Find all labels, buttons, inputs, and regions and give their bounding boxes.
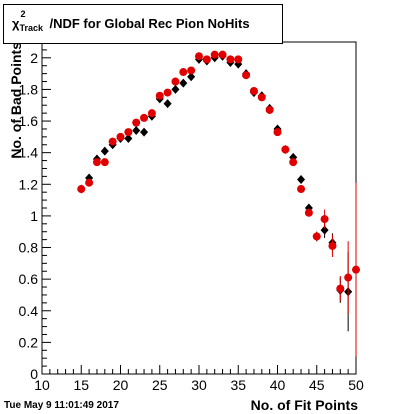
y-tick-label: 0: [30, 366, 38, 382]
data-point: [85, 178, 94, 187]
y-tick-label: 1.4: [19, 145, 39, 161]
x-tick-label: 45: [309, 377, 325, 393]
chart-title-rest: /NDF for Global Rec Pion NoHits: [49, 16, 250, 31]
axis-ticks: [41, 41, 357, 375]
data-point: [336, 284, 345, 293]
y-axis-title: No. of Bad Points: [8, 42, 24, 159]
data-point: [312, 232, 321, 241]
data-point: [281, 145, 290, 154]
x-tick-label: 50: [348, 377, 364, 393]
x-axis-title: No. of Fit Points: [251, 397, 359, 413]
data-point: [242, 71, 251, 80]
data-point: [179, 78, 188, 88]
data-point: [226, 55, 235, 64]
y-tick-label: 0.6: [19, 271, 39, 287]
y-tick-label: 0.8: [19, 240, 39, 256]
data-point: [320, 225, 329, 235]
data-point: [297, 175, 306, 185]
data-point: [132, 126, 141, 136]
tick-labels: 10 15 20 25 30 35 40 45 50 0 0.2 0.4 0.6 0.8 1 1.2 1.4 1.…: [19, 50, 364, 393]
data-point: [132, 118, 141, 127]
data-point: [163, 88, 172, 97]
data-point: [92, 158, 101, 167]
data-point: [77, 185, 86, 194]
data-point: [344, 273, 353, 282]
data-point: [171, 77, 180, 86]
data-point: [124, 133, 133, 143]
data-point: [297, 185, 306, 194]
data-point: [140, 127, 149, 137]
x-tick-label: 25: [152, 377, 168, 393]
x-tick-label: 15: [73, 377, 89, 393]
chart-title-superscript: 2: [20, 9, 26, 19]
data-point: [202, 55, 211, 64]
data-point: [108, 137, 117, 146]
y-tick-label: 1.2: [19, 176, 39, 192]
chart-title-subscript: Track: [19, 23, 44, 33]
data-point: [352, 265, 360, 274]
series-1: [77, 50, 360, 357]
x-tick-label: 30: [191, 377, 207, 393]
data-point: [124, 128, 133, 137]
data-point: [249, 87, 258, 96]
data-point: [140, 113, 149, 122]
y-tick-label: 1: [30, 208, 38, 224]
x-tick-label: 20: [113, 377, 129, 393]
data-point: [187, 66, 196, 75]
data-point: [116, 132, 125, 141]
chart-title-box: χ 2 Track/NDF for Global Rec Pion NoHits: [3, 4, 283, 44]
data-point: [100, 158, 109, 167]
data-point: [155, 91, 164, 100]
data-point: [328, 241, 337, 250]
x-tick-label: 35: [230, 377, 246, 393]
data-point: [195, 52, 203, 61]
data-point: [289, 158, 298, 167]
y-tick-label: 1.8: [19, 81, 39, 97]
data-point: [218, 50, 227, 59]
y-tick-label: 0.4: [19, 303, 39, 319]
x-tick-label: 40: [270, 377, 286, 393]
data-point: [179, 68, 188, 77]
data-point: [100, 146, 109, 156]
data-point: [147, 109, 156, 118]
y-tick-label: 1.6: [19, 113, 39, 129]
data-point: [163, 99, 172, 109]
series-0: [77, 51, 353, 332]
chart-title: χ 2 Track/NDF for Global Rec Pion NoHits: [12, 9, 250, 33]
x-tick-label: 10: [34, 377, 50, 393]
series-layer: [77, 50, 360, 357]
timestamp: Tue May 9 11:01:49 2017: [4, 400, 119, 411]
data-point: [171, 84, 180, 94]
data-point: [234, 55, 243, 64]
y-tick-label: 0.2: [19, 334, 39, 350]
data-point: [210, 50, 219, 59]
data-point: [257, 93, 266, 102]
data-point: [320, 215, 329, 224]
y-tick-label: 2: [30, 50, 38, 66]
data-point: [304, 208, 313, 217]
data-point: [265, 105, 274, 114]
chart-title-chi: χ: [12, 16, 20, 31]
data-point: [273, 128, 282, 137]
data-point: [187, 72, 196, 82]
